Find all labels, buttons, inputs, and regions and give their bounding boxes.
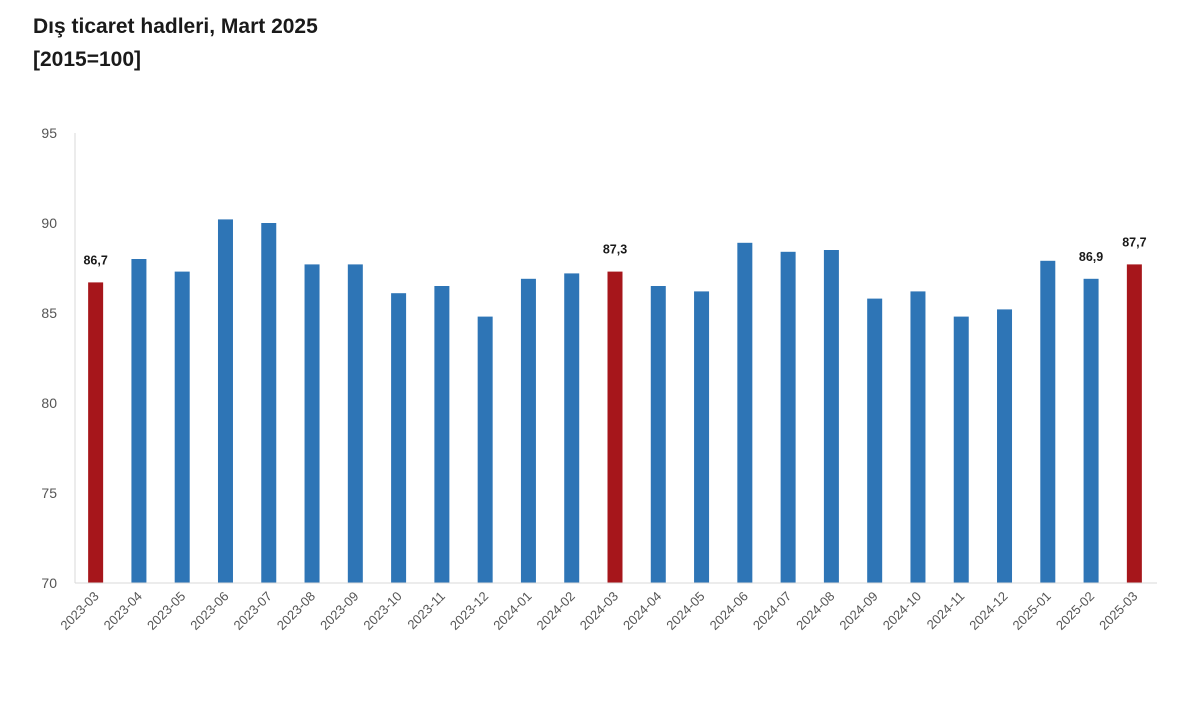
bar-2024-02 <box>564 273 580 583</box>
y-tick-label: 80 <box>41 395 57 411</box>
bar-2024-06 <box>737 242 753 584</box>
bar-2024-09 <box>867 298 883 583</box>
bar-2023-12 <box>477 316 493 583</box>
bar-2024-11 <box>953 316 969 583</box>
bar-2023-10 <box>391 293 407 583</box>
bar-2024-12 <box>997 309 1013 583</box>
x-tick-label: 2025-02 <box>1053 589 1097 633</box>
x-tick-label: 2025-01 <box>1010 589 1054 633</box>
x-tick-label: 2024-01 <box>490 589 534 633</box>
x-tick-label: 2023-10 <box>360 589 404 633</box>
bar-2023-11 <box>434 286 450 583</box>
data-label-2025-03: 87,7 <box>1122 235 1146 249</box>
chart-subtitle: [2015=100] <box>33 48 142 71</box>
bar-2024-03 <box>607 271 623 583</box>
x-axis: 2023-032023-042023-052023-062023-072023-… <box>57 582 1157 633</box>
bar-2023-04 <box>131 259 147 583</box>
x-tick-label: 2024-10 <box>880 589 924 633</box>
x-tick-label: 2024-06 <box>707 589 751 633</box>
x-tick-label: 2024-03 <box>577 589 621 633</box>
chart-title: Dış ticaret hadleri, Mart 2025 <box>33 15 318 38</box>
bar-2023-05 <box>174 271 190 583</box>
x-tick-label: 2024-11 <box>924 589 968 633</box>
x-tick-label: 2024-09 <box>836 589 880 633</box>
bar-2024-01 <box>520 278 536 583</box>
x-tick-label: 2024-07 <box>750 589 794 633</box>
bar-2023-03 <box>88 282 104 583</box>
x-tick-label: 2023-06 <box>187 589 231 633</box>
data-label-2023-03: 86,7 <box>83 253 107 267</box>
x-tick-label: 2023-07 <box>231 589 275 633</box>
y-tick-label: 75 <box>41 485 57 501</box>
x-tick-label: 2023-12 <box>447 589 491 633</box>
x-tick-label: 2024-08 <box>793 589 837 633</box>
data-label-2024-03: 87,3 <box>603 243 627 257</box>
x-tick-label: 2024-02 <box>533 589 577 633</box>
bar-2023-06 <box>217 219 233 583</box>
x-tick-label: 2023-08 <box>274 589 318 633</box>
x-tick-label: 2024-04 <box>620 589 664 633</box>
y-tick-label: 85 <box>41 305 57 321</box>
x-tick-label: 2025-03 <box>1096 589 1140 633</box>
data-label-2025-02: 86,9 <box>1079 250 1103 264</box>
x-tick-label: 2023-11 <box>404 589 448 633</box>
y-axis: 70 75 80 85 90 95 <box>41 125 76 591</box>
bar-2023-09 <box>347 264 363 583</box>
bar-2024-07 <box>780 251 796 584</box>
bar-2024-08 <box>823 250 839 583</box>
bar-2023-07 <box>261 223 277 583</box>
y-tick-label: 95 <box>41 125 57 141</box>
bar-2023-08 <box>304 264 320 583</box>
x-tick-label: 2023-09 <box>317 589 361 633</box>
bar-2024-04 <box>650 286 666 583</box>
x-tick-label: 2023-05 <box>144 589 188 633</box>
x-tick-label: 2023-04 <box>101 589 145 633</box>
x-tick-label: 2023-03 <box>57 589 101 633</box>
x-tick-label: 2024-12 <box>966 589 1010 633</box>
bar-2024-10 <box>910 291 926 583</box>
x-tick-label: 2024-05 <box>663 589 707 633</box>
y-tick-label: 70 <box>41 575 57 591</box>
y-tick-label: 90 <box>41 215 57 231</box>
bar-2025-03 <box>1126 264 1142 583</box>
bar-2025-02 <box>1083 278 1099 583</box>
bar-series <box>88 219 1142 584</box>
data-labels: 86,7 87,3 86,9 87,7 <box>83 235 1146 267</box>
bar-2025-01 <box>1040 260 1056 583</box>
bar-2024-05 <box>694 291 710 583</box>
